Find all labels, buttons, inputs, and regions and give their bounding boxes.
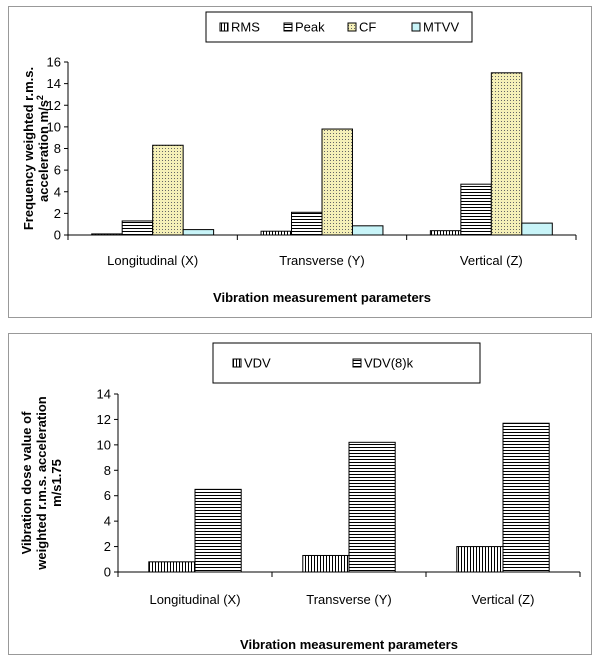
y-tick-label: 6 [104,488,111,503]
legend-label-vdv-8-k: VDV(8)k [364,356,414,371]
y-tick-label: 4 [54,184,61,199]
bar-vdv-8-k-transverse-y [348,441,396,573]
x-tick-label: Longitudinal (X) [149,592,240,607]
y-tick-label: 0 [54,228,61,243]
legend-box [205,11,473,43]
bar-vdv-vertical-z [456,546,504,573]
chart-top-svg: 0 2 4 6 8 10 12 14 16 Longitudinal (X) Transverse … [8,6,592,318]
bar-mtvv-longitudinal-x [182,229,215,236]
x-tick-label: Longitudinal (X) [107,253,198,268]
bar-peak-longitudinal-x [121,220,154,236]
legend-swatch-mtvv [411,22,421,32]
x-tick-label: Vertical (Z) [472,592,535,607]
legend-box [212,342,481,384]
legend-label-mtvv: MTVV [423,20,459,35]
y-axis-title-line-1: Frequency weighted r.m.s. [21,67,36,230]
bar-vdv-longitudinal-x [148,561,196,573]
bar-vdv-8-k-vertical-z [502,422,550,573]
y-tick-label: 12 [97,412,111,427]
y-tick-label: 14 [47,76,61,91]
y-axis-title-line-2: acceleration m/s2 [35,95,51,202]
x-axis-title: Vibration measurement parameters [213,290,431,305]
legend-swatch-vdv-8-k [352,358,362,368]
legend-label-rms: RMS [231,20,260,35]
legend-label-vdv: VDV [244,356,271,371]
legend-label-peak: Peak [295,20,325,35]
y-tick-label: 8 [54,141,61,156]
chart-bottom-svg: 0 2 4 6 8 10 12 14 Longitudinal (X) Transverse (Y… [8,333,592,655]
bar-cf-vertical-z [490,72,523,236]
bar-rms-transverse-y [260,230,293,236]
y-tick-label: 6 [54,163,61,178]
bar-mtvv-transverse-y [351,225,384,236]
bar-vdv-8-k-longitudinal-x [194,488,242,573]
bar-peak-transverse-y [291,211,323,236]
y-tick-label: 14 [97,387,111,402]
legend-swatch-peak [283,22,293,32]
bar-rms-vertical-z [429,230,462,236]
bar-vdv-transverse-y [302,554,350,573]
y-tick-label: 16 [47,55,61,70]
y-tick-label: 4 [104,514,111,529]
x-tick-label: Transverse (Y) [306,592,391,607]
y-tick-label: 10 [97,437,111,452]
legend-swatch-cf [347,22,357,32]
bar-cf-transverse-y [321,128,353,236]
bar-mtvv-vertical-z [521,222,553,236]
legend-swatch-vdv [232,358,242,368]
y-tick-label: 10 [47,119,61,134]
x-tick-label: Vertical (Z) [460,253,523,268]
chart-border [8,333,592,655]
y-axis-title-line-1: Vibration dose value of [19,411,34,554]
y-tick-label: 8 [104,463,111,478]
legend-label-cf: CF [359,20,376,35]
y-axis-title-superscript: 2 [35,95,45,100]
chart-panel-bottom: 0 2 4 6 8 10 12 14 Longitudinal (X) Transverse (Y… [8,333,592,655]
bar-peak-vertical-z [460,183,492,236]
y-tick-label: 0 [104,565,111,580]
chart-panel-top: 0 2 4 6 8 10 12 14 16 Longitudinal (X) Transverse … [8,6,592,318]
y-axis-title-line-2: weighted r.m.s. acceleration [34,396,49,570]
x-axis-title: Vibration measurement parameters [240,637,458,652]
y-tick-label: 2 [104,539,111,554]
x-tick-label: Transverse (Y) [279,253,364,268]
bar-cf-longitudinal-x [152,144,184,236]
bar-rms-longitudinal-x [91,233,123,236]
chart-border [8,6,592,318]
legend-swatch-rms [219,22,229,32]
y-tick-label: 2 [54,206,61,221]
y-tick-label: 12 [47,98,61,113]
y-axis-title-line-3: m/s1.75 [49,459,64,507]
